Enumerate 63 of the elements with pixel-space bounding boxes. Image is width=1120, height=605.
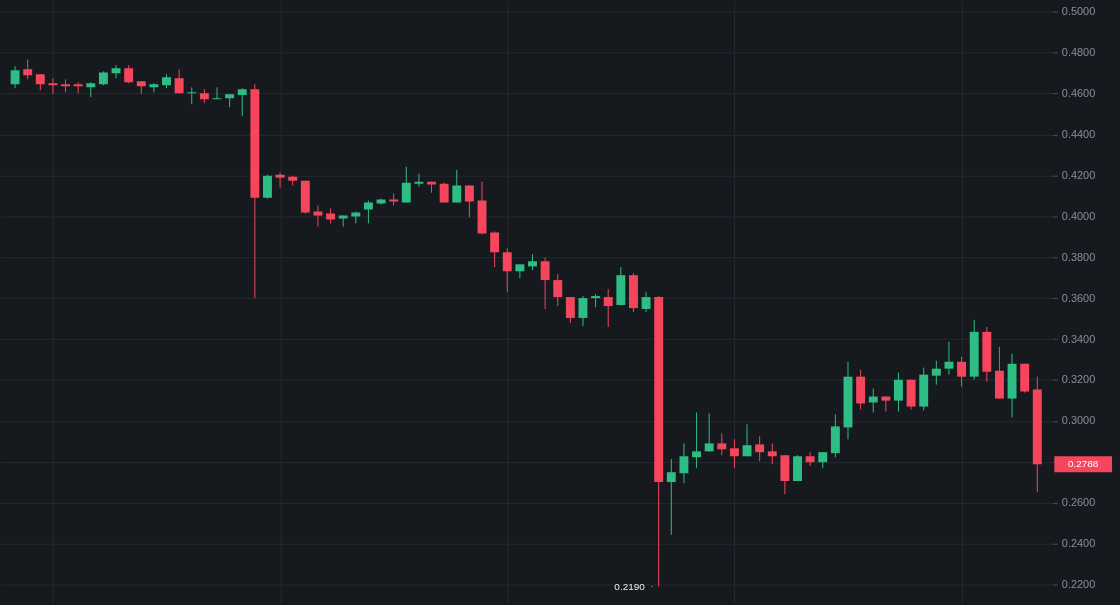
candlestick bbox=[326, 207, 336, 224]
candlestick bbox=[1020, 363, 1030, 394]
y-tick-label: 0.3000 bbox=[1061, 414, 1096, 427]
y-tick-label: 0.2200 bbox=[1061, 578, 1096, 591]
candlestick bbox=[692, 411, 702, 469]
candlestick bbox=[23, 58, 33, 80]
candlestick bbox=[830, 414, 840, 458]
y-tick-label: 0.2400 bbox=[1061, 537, 1096, 550]
candlestick bbox=[225, 93, 235, 108]
candlestick bbox=[300, 180, 310, 215]
y-tick-label: 0.5000 bbox=[1061, 5, 1096, 18]
y-tick-label: 0.4800 bbox=[1061, 46, 1096, 59]
candlestick bbox=[666, 458, 676, 536]
y-tick-label: 0.3600 bbox=[1061, 291, 1096, 304]
candlestick bbox=[389, 193, 399, 207]
candlestick bbox=[162, 73, 171, 89]
candlestick bbox=[982, 326, 992, 383]
y-tick-label: 0.4200 bbox=[1061, 168, 1096, 181]
candlestick bbox=[237, 87, 247, 117]
candlestick bbox=[565, 296, 575, 324]
candlestick bbox=[35, 73, 45, 91]
candlestick bbox=[401, 166, 411, 204]
candlestick bbox=[98, 70, 108, 86]
candlestick bbox=[490, 230, 500, 268]
candlestick bbox=[338, 214, 348, 227]
candlestick bbox=[729, 438, 739, 469]
y-tick-label: 0.4000 bbox=[1061, 209, 1096, 222]
y-tick-label: 0.3400 bbox=[1061, 332, 1096, 345]
candlestick bbox=[452, 169, 462, 204]
candlestick bbox=[994, 346, 1004, 400]
candlestick bbox=[464, 185, 474, 218]
candlestick bbox=[704, 413, 714, 452]
candlestick bbox=[86, 81, 96, 98]
candlestick bbox=[755, 435, 765, 462]
candlestick bbox=[439, 182, 449, 204]
candlestick bbox=[199, 88, 209, 104]
y-tick-label: 0.4400 bbox=[1061, 127, 1096, 140]
candlestick bbox=[376, 198, 386, 206]
ref-line-label: 0.2788 bbox=[1067, 458, 1099, 470]
y-tick-label: 0.2600 bbox=[1061, 496, 1096, 509]
candlestick bbox=[818, 451, 828, 469]
candlestick bbox=[894, 372, 903, 412]
y-tick-label: 0.3800 bbox=[1061, 250, 1096, 263]
candlestick bbox=[427, 181, 436, 194]
y-tick-label: 0.3200 bbox=[1061, 373, 1096, 386]
candlestick bbox=[931, 360, 941, 386]
candlestick bbox=[553, 273, 563, 307]
annotation: 0.2190 bbox=[614, 580, 646, 592]
y-tick-label: 0.4600 bbox=[1061, 86, 1096, 99]
candlestick bbox=[793, 454, 802, 482]
candlestick bbox=[919, 367, 929, 411]
candlestick bbox=[717, 432, 727, 456]
candlestick bbox=[767, 442, 777, 465]
candlestick bbox=[957, 356, 967, 388]
candlestick bbox=[969, 319, 979, 381]
candlestick bbox=[363, 200, 373, 224]
candlestick bbox=[603, 288, 613, 328]
candlestick bbox=[616, 266, 626, 306]
candlestick bbox=[288, 175, 298, 187]
candlestick bbox=[628, 272, 638, 313]
candlestick bbox=[654, 295, 664, 588]
candlestick bbox=[124, 64, 134, 84]
candlestick bbox=[263, 174, 272, 200]
